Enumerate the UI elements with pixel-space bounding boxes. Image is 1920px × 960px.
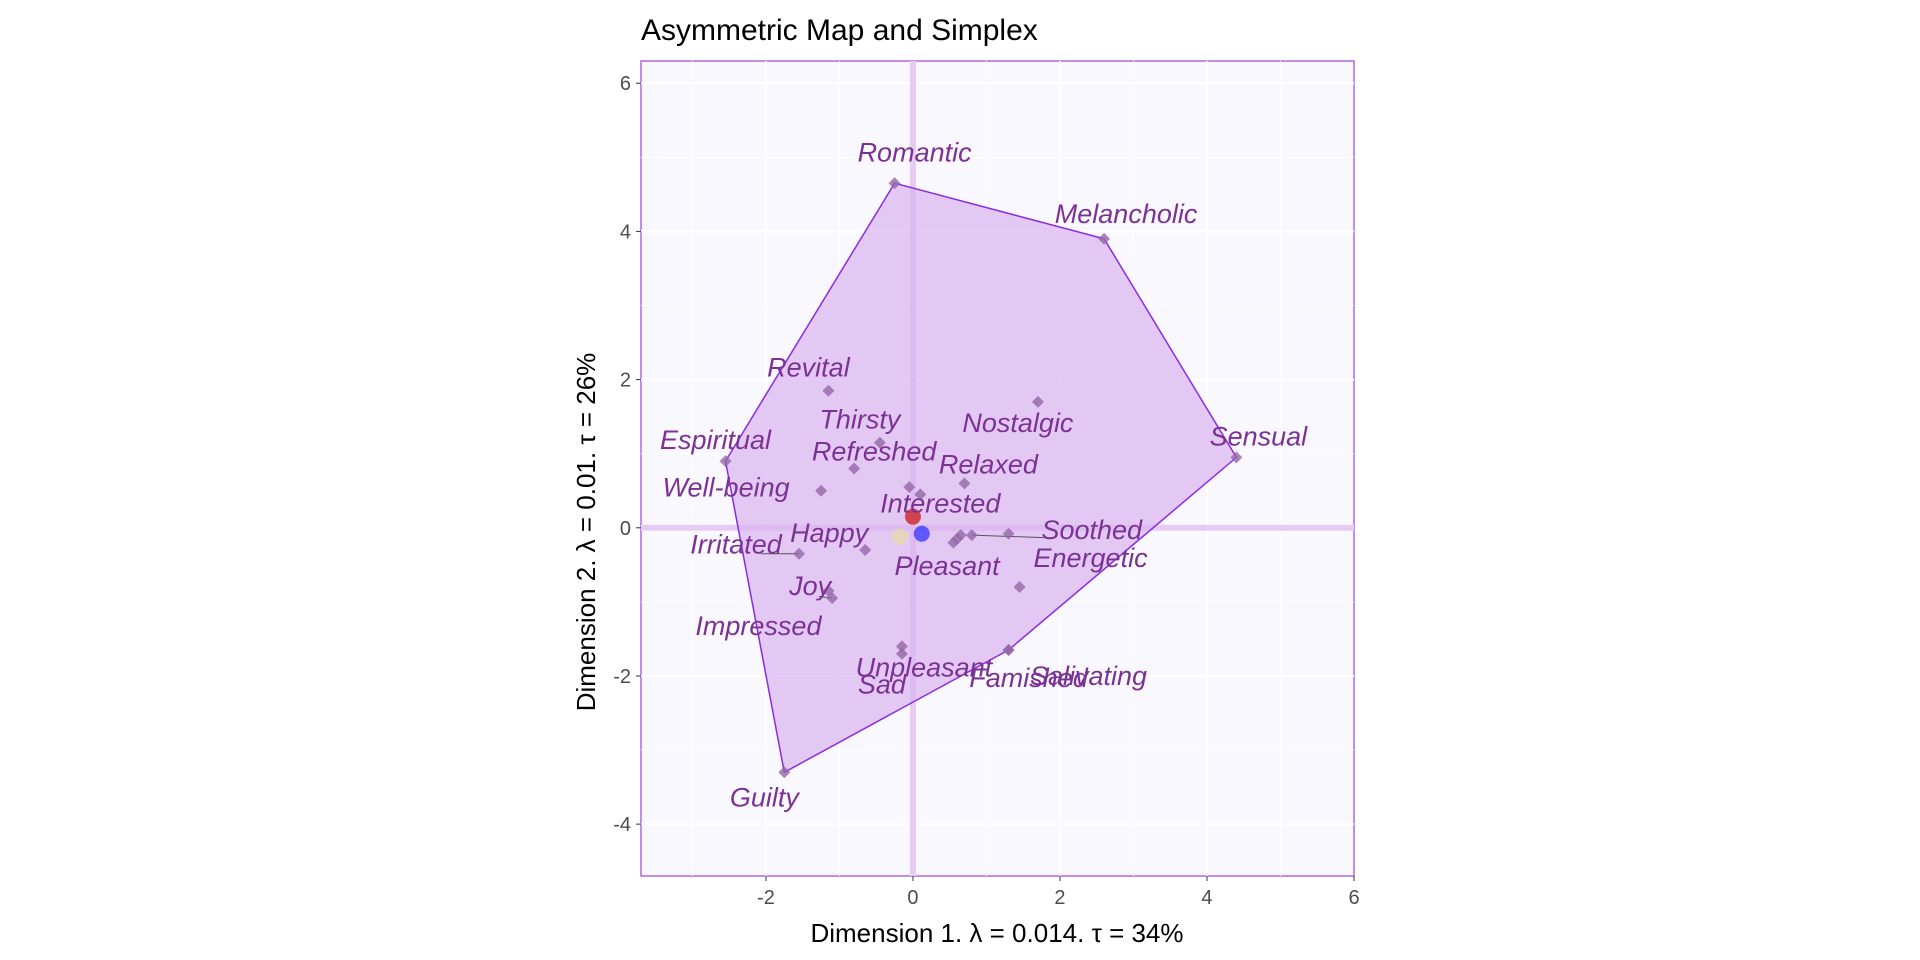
point-label: Soothed [1041, 515, 1143, 545]
point-label: Happy [790, 518, 870, 548]
column-point-marker [904, 508, 921, 525]
row-point-marker [848, 462, 861, 475]
x-tick-label: 6 [1348, 887, 1359, 909]
row-point-marker [1098, 232, 1111, 245]
y-axis-ticks: -4 -2 0 2 4 6 [613, 73, 641, 836]
x-tick-label: 4 [1201, 887, 1212, 909]
row-point-marker [793, 547, 806, 560]
point-label: Unpleasant [856, 652, 994, 682]
y-tick-label: 0 [620, 518, 631, 540]
y-tick-label: 4 [620, 221, 631, 243]
point-label: Revital [767, 353, 851, 383]
row-point-marker [815, 484, 828, 497]
point-label: Sensual [1210, 421, 1309, 451]
x-axis-title: Dimension 1. λ = 0.014. τ = 34% [810, 918, 1183, 948]
row-point-marker [903, 481, 916, 494]
y-tick-label: -4 [613, 814, 631, 836]
row-point-marker [719, 455, 732, 468]
row-point-marker [895, 647, 908, 660]
row-point-marker [958, 477, 971, 490]
x-tick-label: 0 [907, 887, 918, 909]
point-label: Guilty [730, 782, 801, 812]
row-point-marker [778, 766, 791, 779]
x-tick-label: 2 [1054, 887, 1065, 909]
point-label: Energetic [1034, 543, 1149, 573]
point-label: Pleasant [895, 551, 1002, 581]
point-label: Thirsty [819, 405, 902, 435]
row-point-marker [1230, 451, 1243, 464]
x-axis-ticks: -2 0 2 4 6 [757, 876, 1360, 909]
row-point-marker [873, 436, 886, 449]
point-label: Impressed [695, 611, 822, 641]
point-label: Melancholic [1055, 199, 1198, 229]
y-tick-label: 2 [620, 370, 631, 392]
row-point-marker [822, 584, 835, 597]
point-label: Espiritual [660, 425, 772, 455]
point-label: Romantic [858, 137, 973, 167]
y-tick-label: 6 [620, 73, 631, 95]
point-label: Interested [880, 488, 1001, 518]
point-label: Sad [858, 670, 907, 700]
row-point-marker [1031, 395, 1044, 408]
x-tick-label: -2 [757, 887, 775, 909]
column-points [891, 508, 930, 545]
point-label: Relaxed [939, 449, 1039, 479]
row-point-marker [888, 177, 901, 190]
row-point-marker [1002, 644, 1015, 657]
point-label: Joy [788, 571, 833, 601]
row-point-marker [954, 529, 967, 542]
point-label: Irritated [690, 530, 783, 560]
point-labels: Romantic Melancholic Sensual Guilty Espiritu… [660, 137, 1308, 812]
y-axis-title: Dimension 2. λ = 0.01. τ = 26% [571, 353, 601, 712]
chart-title: Asymmetric Map and Simplex [641, 14, 1038, 47]
column-point-marker [913, 525, 930, 542]
point-label: Salivating [1030, 661, 1147, 691]
row-point-marker [947, 536, 960, 549]
row-point-marker [1013, 581, 1026, 594]
row-point-marker [859, 544, 872, 556]
y-tick-label: -2 [613, 666, 631, 688]
row-point-marker [895, 640, 908, 653]
row-point-marker [914, 488, 927, 501]
row-point-marker [1002, 527, 1015, 540]
row-point-markers [719, 177, 1243, 779]
point-label: Refreshed [812, 437, 938, 467]
row-point-marker [965, 529, 978, 542]
column-point-marker [891, 528, 908, 545]
point-label: Nostalgic [962, 408, 1074, 438]
point-label: Famished [969, 663, 1089, 693]
point-label: Well-being [663, 473, 790, 503]
row-point-marker [822, 384, 835, 397]
